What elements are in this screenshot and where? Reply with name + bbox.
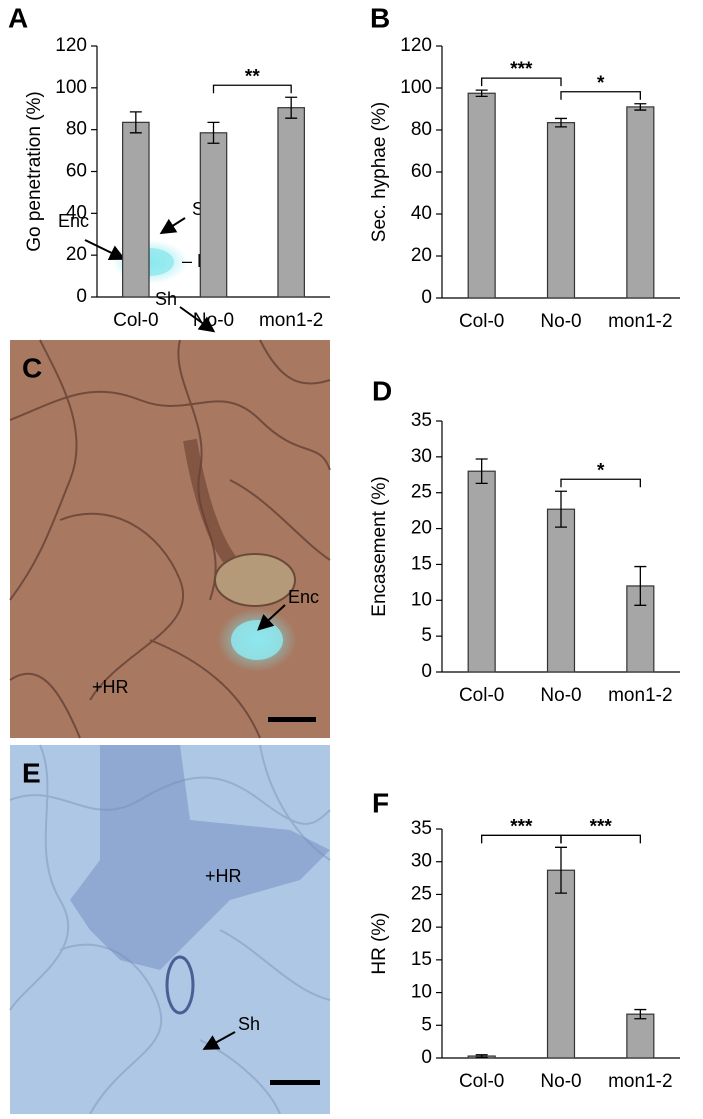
x-tick-label: No-0 (540, 1071, 581, 1092)
bar (199, 132, 228, 298)
y-tick-label: 0 (421, 287, 432, 308)
y-axis-label: Sec. hyphae (%) (369, 102, 390, 242)
y-tick-label: 120 (400, 35, 432, 56)
panel-letter: F (372, 787, 389, 818)
significance-label: ** (245, 66, 260, 87)
error-bar (555, 490, 567, 528)
error-bar (634, 565, 647, 606)
y-tick-label: 20 (411, 916, 432, 937)
bar (546, 122, 576, 299)
y-tick-label: 5 (421, 1014, 432, 1035)
bar (626, 585, 655, 673)
y-tick-label: 5 (421, 625, 432, 646)
error-bar (129, 111, 142, 134)
bar (626, 106, 655, 299)
error-bar (285, 96, 298, 119)
x-tick-label: mon1-2 (608, 1071, 672, 1092)
y-tick-label: 80 (66, 119, 87, 140)
x-tick-label: No-0 (540, 311, 581, 332)
y-tick-label: 40 (411, 203, 432, 224)
error-bar (555, 846, 567, 894)
significance-label: *** (510, 816, 533, 837)
x-tick-label: Col-0 (113, 310, 158, 331)
bar (122, 121, 150, 298)
y-axis-label: Encasement (%) (369, 476, 390, 616)
image-label: Sh (238, 1014, 260, 1034)
panel-letter: B (370, 2, 390, 33)
y-tick-label: 20 (411, 518, 432, 539)
x-tick-label: Col-0 (459, 311, 504, 332)
y-tick-label: 0 (76, 286, 87, 307)
y-tick-label: 30 (411, 446, 432, 467)
image-label: Enc (288, 587, 319, 607)
micrograph-e (9, 744, 331, 1115)
y-tick-label: 15 (411, 553, 432, 574)
y-tick-label: 20 (411, 245, 432, 266)
bar (467, 92, 496, 299)
image-label: Enc (58, 211, 89, 231)
y-tick-label: 25 (411, 482, 432, 503)
bar (626, 1013, 655, 1059)
significance-bracket (560, 91, 641, 100)
image-label: +HR (205, 866, 242, 886)
significance-bracket (481, 77, 562, 87)
significance-bracket (560, 478, 641, 488)
x-tick-label: mon1-2 (608, 685, 672, 706)
y-tick-label: 120 (55, 35, 87, 56)
bar (546, 869, 576, 1059)
x-tick-label: Col-0 (459, 685, 504, 706)
x-tick-label: mon1-2 (259, 310, 323, 331)
error-bar (475, 1054, 488, 1058)
x-tick-label: No-0 (540, 685, 581, 706)
error-bar (475, 89, 488, 98)
image-label: +HR (92, 677, 129, 697)
error-bar (634, 1008, 647, 1020)
error-bar (634, 103, 647, 111)
y-tick-label: 20 (66, 244, 87, 265)
x-tick-label: No-0 (193, 310, 234, 331)
significance-bracket (212, 84, 292, 94)
panel-letter: A (8, 2, 28, 33)
error-bar (475, 458, 488, 485)
y-axis-label: Go penetration (%) (24, 91, 45, 252)
y-tick-label: 25 (411, 883, 432, 904)
significance-label: * (597, 73, 605, 94)
bar (546, 508, 576, 673)
y-tick-label: 10 (411, 982, 432, 1003)
x-tick-label: mon1-2 (608, 311, 672, 332)
y-tick-label: 60 (66, 161, 87, 182)
error-bar (207, 121, 220, 144)
y-axis-label: HR (%) (369, 912, 390, 974)
y-tick-label: 80 (411, 119, 432, 140)
panel-letter: E (22, 757, 41, 788)
y-tick-label: 60 (411, 161, 432, 182)
y-tick-label: 100 (400, 77, 432, 98)
y-tick-label: 0 (421, 1047, 432, 1068)
error-bar (555, 117, 567, 128)
y-tick-label: 40 (66, 202, 87, 223)
y-tick-label: 30 (411, 851, 432, 872)
y-tick-label: 10 (411, 589, 432, 610)
significance-label: *** (510, 59, 533, 80)
y-tick-label: 0 (421, 661, 432, 682)
bar (277, 107, 305, 298)
y-tick-label: 15 (411, 949, 432, 970)
significance-label: *** (590, 816, 613, 837)
panel-letter: C (22, 352, 42, 383)
panel-letter: D (372, 375, 392, 406)
x-tick-label: Col-0 (459, 1071, 504, 1092)
y-tick-label: 100 (55, 77, 87, 98)
image-label: Sh (155, 289, 177, 309)
bar (467, 470, 496, 673)
significance-label: * (597, 460, 605, 481)
significance-bracket (560, 834, 641, 844)
y-tick-label: 35 (411, 818, 432, 839)
y-tick-label: 35 (411, 410, 432, 431)
